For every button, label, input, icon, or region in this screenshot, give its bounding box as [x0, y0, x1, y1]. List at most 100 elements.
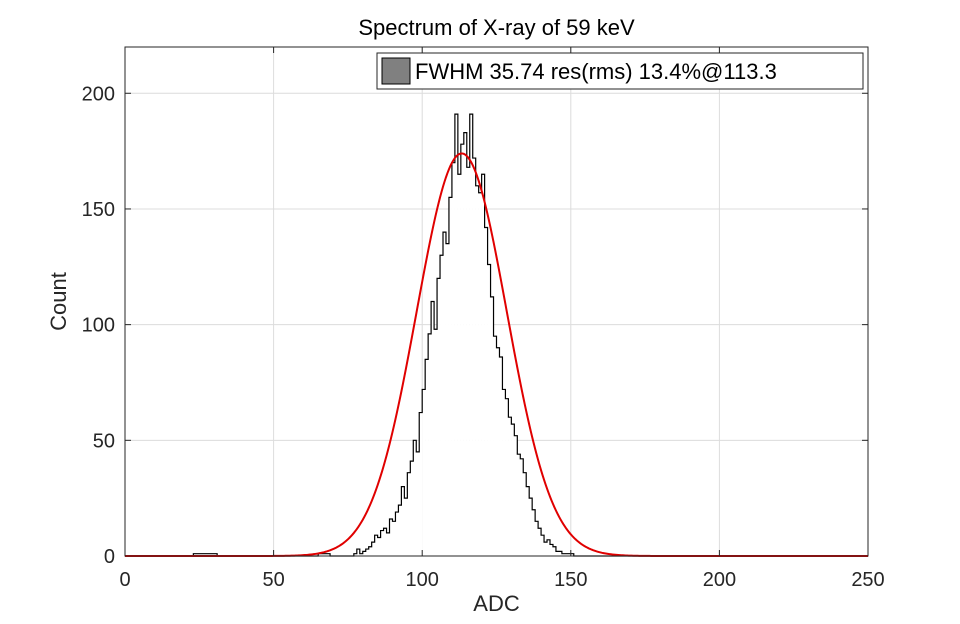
legend: FWHM 35.74 res(rms) 13.4%@113.3 — [376, 52, 864, 90]
histogram-bar — [499, 357, 503, 556]
histogram-bar — [544, 542, 548, 556]
histogram-bar — [407, 472, 411, 556]
histogram-bar — [567, 553, 571, 556]
histogram-bar — [362, 551, 366, 556]
histogram-bar — [353, 553, 357, 556]
histogram-bar — [425, 359, 429, 556]
histogram-bar — [374, 535, 378, 556]
histogram-bar — [318, 553, 322, 556]
histogram-bar — [549, 544, 553, 556]
histogram-bar — [371, 542, 375, 556]
histogram-bar — [532, 509, 536, 556]
histogram-bar — [193, 553, 197, 556]
histogram-bar — [365, 549, 369, 556]
legend-swatch — [381, 57, 411, 85]
histogram-bar — [445, 243, 449, 556]
histogram-bar — [570, 553, 574, 556]
histogram-bar — [564, 553, 568, 556]
histogram-bar — [196, 553, 200, 556]
histogram-bar — [431, 301, 435, 556]
grid — [124, 47, 869, 557]
histogram-bar — [541, 535, 545, 556]
histogram-bars — [125, 113, 827, 557]
histogram-bar — [386, 532, 390, 556]
histogram-bar — [558, 551, 562, 556]
x-axis-label: ADC — [473, 591, 520, 616]
histogram-bar — [535, 521, 539, 556]
legend-box — [376, 52, 864, 90]
histogram-bar — [404, 498, 408, 556]
histogram-bar — [460, 144, 464, 556]
histogram-bar — [496, 347, 500, 556]
histogram-bar — [395, 512, 399, 556]
y-tick-label: 100 — [82, 315, 115, 337]
histogram-bar — [520, 458, 524, 556]
histogram-bar — [377, 537, 381, 556]
histogram-bar — [454, 114, 458, 556]
histogram-bar — [380, 530, 384, 556]
histogram-bar — [552, 546, 556, 556]
histogram-bar — [401, 486, 405, 556]
histogram-bar — [410, 461, 414, 556]
histogram-bar — [437, 278, 441, 556]
histogram-bar — [484, 227, 488, 557]
x-axis-ticks: 0 50 100 150 200 250 — [119, 47, 885, 591]
y-tick-label: 200 — [82, 83, 115, 105]
histogram-bar — [383, 528, 387, 556]
histogram-bar — [448, 197, 452, 557]
histogram-bar — [199, 553, 203, 556]
histogram-bar — [487, 264, 491, 556]
histogram-bar — [413, 440, 417, 556]
histogram-bar — [457, 174, 461, 556]
x-tick-label: 100 — [406, 569, 439, 591]
y-tick-label: 50 — [93, 430, 115, 452]
histogram-bar — [514, 435, 518, 556]
histogram-bar — [440, 255, 444, 556]
histogram-bar — [443, 232, 446, 556]
histogram-bar — [469, 114, 473, 556]
histogram-bar — [327, 553, 331, 556]
histogram-bar — [428, 333, 432, 556]
y-axis-ticks: 0 50 100 150 200 — [82, 83, 868, 568]
histogram-bar — [478, 192, 482, 556]
histogram-bar — [481, 174, 485, 556]
histogram-bar — [463, 132, 467, 556]
histogram-bar — [526, 486, 530, 556]
histogram-bar — [511, 424, 515, 556]
histogram-bar — [493, 336, 497, 556]
histogram-bar — [547, 539, 550, 556]
histogram-bar — [490, 296, 494, 556]
histogram-bar — [538, 528, 542, 556]
histogram-bar — [523, 472, 527, 556]
histogram-bar — [324, 553, 328, 556]
histogram-bar — [502, 389, 506, 556]
x-tick-label: 0 — [119, 569, 130, 591]
histogram-bar — [356, 549, 360, 556]
y-tick-label: 0 — [104, 546, 115, 568]
histogram-bar — [368, 546, 372, 556]
histogram-bar — [475, 185, 479, 556]
histogram-bar — [416, 451, 420, 556]
histogram-bar — [205, 553, 209, 556]
histogram-bar — [211, 553, 215, 556]
x-tick-label: 250 — [851, 569, 884, 591]
plot-frame — [124, 46, 869, 557]
y-axis-label: Count — [46, 272, 71, 331]
histogram-bar — [434, 329, 438, 556]
chart-title: Spectrum of X-ray of 59 keV — [358, 15, 635, 40]
histogram-bar — [321, 553, 325, 556]
histogram-bar — [389, 518, 393, 556]
histogram-bar — [505, 398, 509, 556]
histogram-bar — [392, 521, 396, 556]
histogram-bar — [398, 505, 402, 556]
x-tick-label: 150 — [554, 569, 587, 591]
histogram-bar — [359, 553, 363, 556]
histogram-bar — [451, 162, 455, 556]
histogram-bar — [529, 498, 533, 556]
histogram-bar — [466, 167, 470, 557]
histogram-bar — [202, 553, 206, 556]
histogram-bar — [555, 551, 559, 556]
histogram-bar — [422, 389, 426, 556]
histogram-bar — [472, 158, 476, 556]
